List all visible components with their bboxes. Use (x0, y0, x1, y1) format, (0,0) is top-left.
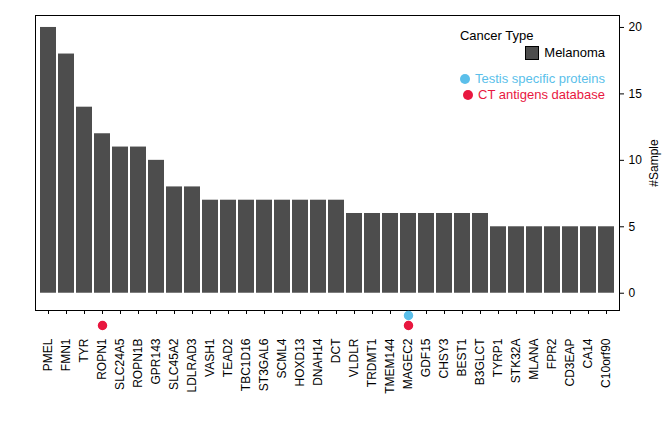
svg-text:20: 20 (629, 20, 643, 34)
svg-text:SCML4: SCML4 (275, 338, 289, 378)
svg-text:15: 15 (629, 87, 643, 101)
svg-text:FPR2: FPR2 (545, 338, 559, 369)
svg-text:CHSY3: CHSY3 (437, 338, 451, 378)
svg-text:CD3EAP: CD3EAP (563, 339, 577, 387)
svg-text:SLC45A2: SLC45A2 (167, 338, 181, 390)
svg-text:#Sample: #Sample (647, 139, 661, 187)
svg-text:10: 10 (629, 153, 643, 167)
svg-text:DCT: DCT (329, 338, 343, 363)
svg-text:5: 5 (629, 220, 636, 234)
svg-text:DNAH14: DNAH14 (311, 338, 325, 386)
svg-text:ST3GAL6: ST3GAL6 (257, 338, 271, 391)
svg-text:STK32A: STK32A (509, 339, 523, 384)
svg-text:TYR: TYR (77, 338, 91, 362)
svg-text:LDLRAD3: LDLRAD3 (185, 338, 199, 392)
html-text:Melanoma: Melanoma (544, 45, 605, 60)
svg-text:VLDLR: VLDLR (347, 338, 361, 377)
svg-text:CA14: CA14 (581, 338, 595, 368)
svg-text:GDF15: GDF15 (419, 338, 433, 377)
svg-text:TBC1D16: TBC1D16 (239, 338, 253, 391)
svg-text:SLC24A5: SLC24A5 (113, 338, 127, 390)
svg-text:FMN1: FMN1 (59, 338, 73, 371)
html-text:Cancer Type: Cancer Type (459, 28, 534, 43)
svg-text:TEAD2: TEAD2 (221, 338, 235, 377)
svg-text:PMEL: PMEL (41, 338, 55, 371)
html-text:CT antigens database: CT antigens database (478, 87, 605, 102)
svg-text:B3GLCT: B3GLCT (473, 338, 487, 385)
svg-text:BEST1: BEST1 (455, 338, 469, 376)
svg-text:ROPN1B: ROPN1B (131, 339, 145, 388)
svg-text:TMEM144: TMEM144 (383, 338, 397, 394)
svg-text:TRDMT1: TRDMT1 (365, 338, 379, 387)
svg-text:MAGEC2: MAGEC2 (401, 338, 415, 389)
html-text:Testis specific proteins: Testis specific proteins (474, 71, 605, 86)
svg-text:GPR143: GPR143 (149, 338, 163, 384)
svg-text:TYRP1: TYRP1 (491, 338, 505, 377)
svg-text:VASH1: VASH1 (203, 338, 217, 377)
svg-text:MLANA: MLANA (527, 339, 541, 380)
svg-text:ROPN1: ROPN1 (95, 338, 109, 380)
svg-text:C10orf90: C10orf90 (599, 338, 613, 388)
svg-text:0: 0 (629, 286, 636, 300)
svg-text:HOXD13: HOXD13 (293, 338, 307, 386)
